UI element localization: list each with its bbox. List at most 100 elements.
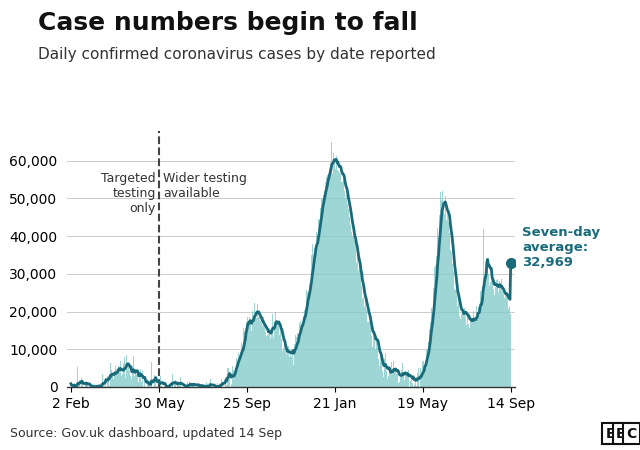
Bar xyxy=(416,372,417,387)
Bar xyxy=(436,252,437,387)
Bar xyxy=(429,329,430,387)
Bar xyxy=(392,379,394,387)
Bar xyxy=(125,356,127,387)
Bar xyxy=(302,324,303,387)
Bar xyxy=(458,292,459,387)
Bar xyxy=(503,294,504,387)
Bar xyxy=(326,177,327,387)
Bar xyxy=(300,321,301,387)
Bar xyxy=(345,198,346,387)
Bar xyxy=(251,331,252,387)
Bar xyxy=(148,383,149,387)
Bar xyxy=(422,361,423,387)
Bar xyxy=(385,353,386,387)
Bar xyxy=(109,386,110,387)
Bar xyxy=(490,282,491,387)
Bar xyxy=(365,307,367,387)
Bar xyxy=(311,255,312,387)
Bar xyxy=(315,246,316,387)
Bar xyxy=(244,331,245,387)
Bar xyxy=(233,369,234,387)
Bar xyxy=(290,349,291,387)
Bar xyxy=(444,214,445,387)
Bar xyxy=(151,363,152,387)
Bar xyxy=(190,385,191,387)
Bar xyxy=(377,348,378,387)
Bar xyxy=(372,347,373,387)
Bar xyxy=(328,174,329,387)
Bar xyxy=(379,366,380,387)
Bar xyxy=(441,200,442,387)
Bar xyxy=(412,383,413,387)
Bar xyxy=(478,307,479,387)
Bar xyxy=(342,173,344,387)
Bar xyxy=(386,371,387,387)
Bar xyxy=(305,307,306,387)
Bar xyxy=(128,368,129,387)
Bar xyxy=(467,312,468,387)
Bar xyxy=(373,327,374,387)
Bar xyxy=(438,237,439,387)
Bar xyxy=(70,384,71,387)
Bar xyxy=(298,334,299,387)
Bar xyxy=(161,386,163,387)
Bar xyxy=(308,294,309,387)
Bar xyxy=(120,361,121,387)
Bar xyxy=(322,198,323,387)
Bar xyxy=(396,374,397,387)
Bar xyxy=(437,228,438,387)
Bar xyxy=(172,374,173,387)
Bar xyxy=(277,325,278,387)
Bar xyxy=(123,368,124,387)
Bar xyxy=(211,385,212,387)
Bar xyxy=(350,225,351,387)
Bar xyxy=(461,314,462,387)
Bar xyxy=(498,290,499,387)
Bar xyxy=(426,350,427,387)
Bar xyxy=(486,221,487,387)
Bar xyxy=(417,373,418,387)
Bar xyxy=(178,382,179,387)
Bar xyxy=(149,386,150,387)
Bar xyxy=(469,328,470,387)
Bar xyxy=(459,316,460,387)
Bar xyxy=(348,209,349,387)
Bar xyxy=(451,252,452,387)
Bar xyxy=(242,348,243,387)
Bar xyxy=(114,374,115,387)
Bar xyxy=(387,379,388,387)
Bar xyxy=(430,322,431,387)
Bar xyxy=(448,222,449,387)
Bar xyxy=(93,386,95,387)
Bar xyxy=(285,352,286,387)
Bar xyxy=(247,317,248,387)
Bar xyxy=(314,248,315,387)
Bar xyxy=(476,306,477,387)
Bar xyxy=(428,342,429,387)
Bar xyxy=(477,296,478,387)
Bar xyxy=(179,382,180,387)
Bar xyxy=(130,376,131,387)
Bar xyxy=(389,367,390,387)
Bar xyxy=(432,314,433,387)
Bar xyxy=(381,361,382,387)
Bar xyxy=(404,373,405,387)
Bar xyxy=(319,212,320,387)
Bar xyxy=(177,382,178,387)
Bar xyxy=(479,314,480,387)
Bar xyxy=(229,377,230,387)
Bar xyxy=(103,385,104,387)
Bar xyxy=(472,323,473,387)
Bar xyxy=(449,234,450,387)
Bar xyxy=(119,368,120,387)
Bar xyxy=(364,307,365,387)
Bar xyxy=(231,383,232,387)
Bar xyxy=(346,195,347,387)
Bar xyxy=(455,290,456,387)
Bar xyxy=(236,358,237,387)
Bar xyxy=(466,313,467,387)
Bar xyxy=(226,369,227,387)
Bar xyxy=(140,369,141,387)
Bar xyxy=(107,376,108,387)
Bar xyxy=(310,272,311,387)
